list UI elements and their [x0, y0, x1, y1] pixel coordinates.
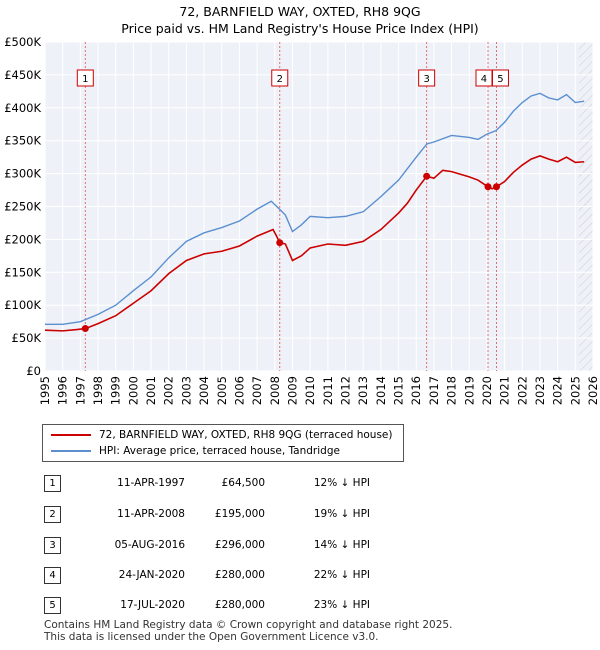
x-tick-label: 1995	[38, 376, 52, 405]
event-label-box	[491, 69, 509, 87]
x-tick-label: 2012	[339, 376, 353, 405]
x-tick-label: 2002	[162, 376, 176, 405]
x-tick-label: 2021	[498, 376, 512, 405]
y-tick-label: £50K	[12, 331, 42, 345]
footer-line-2: This data is licensed under the Open Gov…	[44, 631, 379, 643]
series-line-property	[44, 154, 585, 332]
sale-point	[492, 183, 500, 191]
transaction-price: £195,000	[214, 508, 265, 520]
event-label: 2	[277, 74, 283, 85]
x-tick-label: 2006	[232, 376, 246, 405]
event-label-box	[76, 69, 94, 87]
table-row: 3 05-AUG-2016 £296,000 14% ↓ HPI	[0, 536, 600, 556]
x-tick-label: 2023	[533, 376, 547, 405]
x-tick-label: 2026	[586, 376, 600, 405]
y-tick-label: £300K	[4, 167, 41, 181]
transaction-number: 1	[44, 475, 61, 492]
sale-point	[276, 239, 284, 247]
event-label-box	[418, 69, 436, 87]
y-tick-label: £250K	[4, 200, 41, 214]
y-tick-label: £350K	[4, 134, 41, 148]
y-tick-label: £0	[26, 364, 41, 378]
event-label: 5	[497, 74, 503, 85]
transaction-date: 11-APR-2008	[117, 508, 185, 520]
chart-title-block: 72, BARNFIELD WAY, OXTED, RH8 9QG Price …	[0, 3, 600, 37]
x-tick-label: 2010	[303, 376, 317, 405]
transaction-hpi-diff: 23% ↓ HPI	[313, 599, 370, 611]
x-tick-label: 2007	[250, 376, 264, 405]
y-tick-label: £150K	[4, 265, 41, 279]
x-tick-label: 2011	[321, 376, 335, 405]
y-tick-label: £200K	[4, 232, 41, 246]
legend-label-hpi: HPI: Average price, terraced house, Tand…	[99, 445, 340, 457]
legend-label-property: 72, BARNFIELD WAY, OXTED, RH8 9QG (terra…	[99, 429, 393, 441]
x-tick-label: 2008	[268, 376, 282, 405]
legend-swatch-hpi	[51, 450, 91, 452]
transaction-price: £64,500	[221, 477, 265, 489]
chart-subtitle: Price paid vs. HM Land Registry's House …	[121, 21, 479, 36]
x-tick-label: 2017	[427, 376, 441, 405]
event-label: 4	[481, 74, 487, 85]
sale-point	[81, 325, 89, 333]
transaction-number: 2	[44, 506, 61, 523]
x-tick-label: 2022	[515, 376, 529, 405]
table-row: 4 24-JAN-2020 £280,000 22% ↓ HPI	[0, 566, 600, 586]
chart-title: 72, BARNFIELD WAY, OXTED, RH8 9QG	[179, 4, 421, 19]
x-tick-label: 1997	[73, 376, 87, 405]
x-tick-label: 2015	[392, 376, 406, 405]
x-tick-label: 1998	[91, 376, 105, 405]
price-chart: £0 £50K £100K £150K £200K £250K £300K £350K £400…	[4, 35, 600, 405]
x-tick-label: 2018	[445, 376, 459, 405]
x-tick-label: 2005	[215, 376, 229, 405]
table-row: 1 11-APR-1997 £64,500 12% ↓ HPI	[0, 474, 600, 494]
transaction-date: 17-JUL-2020	[120, 599, 185, 611]
transaction-hpi-diff: 12% ↓ HPI	[313, 477, 370, 489]
transaction-price: £280,000	[214, 569, 265, 581]
footer-attribution: Contains HM Land Registry data © Crown c…	[44, 619, 452, 643]
y-tick-label: £400K	[4, 101, 41, 115]
x-tick-label: 2014	[374, 376, 388, 405]
transaction-hpi-diff: 19% ↓ HPI	[313, 508, 370, 520]
legend-swatch-property	[51, 434, 91, 436]
series-line-hpi	[45, 92, 585, 325]
y-tick-label: £100K	[4, 298, 41, 312]
x-tick-label: 2019	[462, 376, 476, 405]
x-tick-label: 2000	[126, 376, 140, 405]
y-tick-label: £450K	[4, 68, 41, 82]
transaction-hpi-diff: 14% ↓ HPI	[313, 539, 370, 551]
y-tick-label: £500K	[4, 35, 41, 49]
chart-legend: 72, BARNFIELD WAY, OXTED, RH8 9QG (terra…	[42, 424, 404, 462]
transaction-number: 5	[44, 597, 61, 614]
sale-point	[423, 172, 431, 180]
x-tick-label: 2024	[551, 376, 565, 405]
transaction-hpi-diff: 22% ↓ HPI	[313, 569, 370, 581]
transaction-date: 24-JAN-2020	[118, 569, 185, 581]
event-label: 3	[423, 74, 429, 85]
table-row: 5 17-JUL-2020 £280,000 23% ↓ HPI	[0, 596, 600, 616]
x-tick-label: 2025	[568, 376, 582, 405]
x-tick-label: 2003	[179, 376, 193, 405]
transaction-price: £296,000	[214, 539, 265, 551]
x-tick-label: 2004	[197, 376, 211, 405]
footer-line-1: Contains HM Land Registry data © Crown c…	[44, 619, 453, 631]
x-tick-label: 2001	[144, 376, 158, 405]
x-tick-label: 1996	[56, 376, 70, 405]
x-tick-label: 1999	[109, 376, 123, 405]
transaction-number: 3	[44, 537, 61, 554]
sale-point	[484, 183, 492, 191]
x-tick-label: 2020	[480, 376, 494, 405]
x-tick-label: 2016	[409, 376, 423, 405]
event-label: 1	[82, 74, 88, 85]
transaction-number: 4	[44, 567, 61, 584]
x-tick-label: 2013	[356, 376, 370, 405]
x-tick-label: 2009	[285, 376, 299, 405]
transaction-date: 11-APR-1997	[117, 477, 185, 489]
table-row: 2 11-APR-2008 £195,000 19% ↓ HPI	[0, 505, 600, 525]
event-label-box	[271, 69, 289, 87]
transaction-date: 05-AUG-2016	[114, 539, 185, 551]
transaction-price: £280,000	[214, 599, 265, 611]
